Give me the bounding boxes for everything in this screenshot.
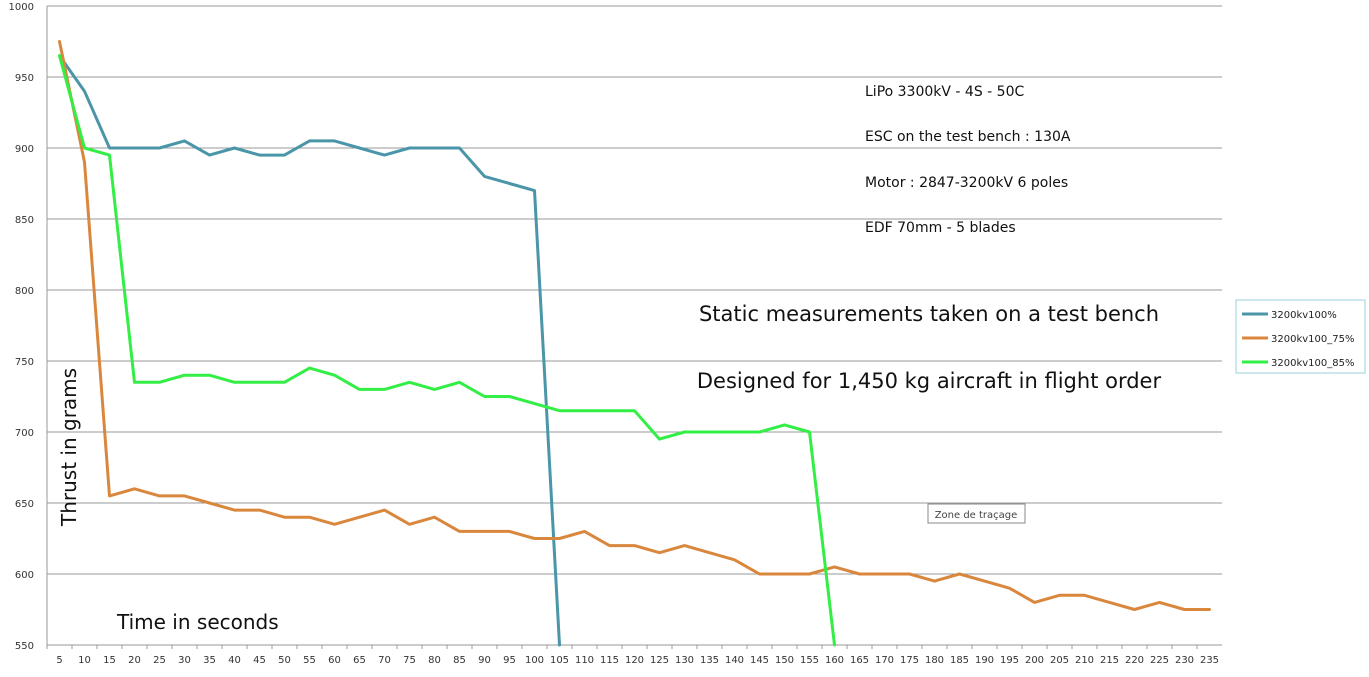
x-tick-label: 80	[428, 655, 441, 666]
y-tick-labels: 550 600 650 700 750 800 850 900 950 1000	[9, 2, 34, 652]
tooltip-box	[927, 503, 1026, 524]
gridlines	[46, 5, 1222, 649]
x-tick-label: 185	[950, 655, 969, 666]
x-tick-label: 15	[103, 655, 116, 666]
x-tick-label: 215	[1100, 655, 1119, 666]
legend-label: 3200kv100_85%	[1271, 358, 1354, 369]
x-tick-label: 150	[775, 655, 794, 666]
x-tick-label: 170	[875, 655, 894, 666]
x-tick-label: 50	[278, 655, 291, 666]
x-tick-label: 55	[303, 655, 316, 666]
x-tick-label: 125	[650, 655, 669, 666]
x-tick-label: 85	[453, 655, 466, 666]
y-tick-label: 700	[15, 428, 34, 439]
x-tick-label: 60	[328, 655, 341, 666]
x-tick-label: 195	[1000, 655, 1019, 666]
y-tick-label: 900	[15, 144, 34, 155]
x-tick-label: 30	[178, 655, 191, 666]
legend-label: 3200kv100%	[1271, 310, 1337, 321]
x-tick-label: 220	[1125, 655, 1144, 666]
x-tick-label: 160	[825, 655, 844, 666]
series-line-3200kv100-	[58, 54, 561, 647]
x-tick-label: 45	[253, 655, 266, 666]
x-tick-label: 130	[675, 655, 694, 666]
x-tick-label: 120	[625, 655, 644, 666]
y-tick-label: 800	[15, 286, 34, 297]
info-line: ESC on the test bench : 130A	[865, 129, 1071, 145]
info-line: LiPo 3300kV - 4S - 50C	[865, 84, 1024, 100]
series-lines	[58, 40, 1211, 647]
legend: 3200kv100% 3200kv100_75% 3200kv100_85%	[1235, 299, 1366, 374]
x-tick-label: 210	[1075, 655, 1094, 666]
x-tick-label: 115	[600, 655, 619, 666]
x-tick-label: 25	[153, 655, 166, 666]
y-tick-label: 750	[15, 357, 34, 368]
x-tick-label: 65	[353, 655, 366, 666]
x-tick-label: 175	[900, 655, 919, 666]
info-line: Motor : 2847-3200kV 6 poles	[865, 175, 1068, 191]
y-tick-label: 550	[15, 641, 34, 652]
x-tick-label: 135	[700, 655, 719, 666]
x-tick-label: 35	[203, 655, 216, 666]
x-tick-label: 140	[725, 655, 744, 666]
x-tick-label: 100	[525, 655, 544, 666]
tooltip-text: Zone de traçage	[935, 510, 1018, 521]
x-tick-labels: 5 10 15 20 25 30 35 40 45 50 55 60 65 70 75 80 85 90 95 100…	[56, 655, 1219, 666]
x-tick-label: 205	[1050, 655, 1069, 666]
x-tick-label: 70	[378, 655, 391, 666]
x-tick-label: 90	[478, 655, 491, 666]
x-tick-label: 155	[800, 655, 819, 666]
x-tick-label: 5	[56, 655, 62, 666]
x-tick-label: 200	[1025, 655, 1044, 666]
x-tick-label: 110	[575, 655, 594, 666]
y-tick-label: 1000	[9, 2, 34, 13]
x-tick-label: 105	[550, 655, 569, 666]
series-line-3200kv100-85-	[58, 54, 836, 647]
legend-label: 3200kv100_75%	[1271, 334, 1354, 345]
x-axis-label: Time in seconds	[116, 610, 279, 634]
series-line-3200kv100-75-	[58, 40, 1211, 611]
x-tick-label: 40	[228, 655, 241, 666]
y-tick-label: 950	[15, 73, 34, 84]
x-tick-label: 190	[975, 655, 994, 666]
plot-area-tooltip: Zone de traçage	[927, 503, 1026, 524]
y-tick-label: 850	[15, 215, 34, 226]
info-block: LiPo 3300kV - 4S - 50C ESC on the test b…	[865, 84, 1071, 236]
chart-subtitle: Designed for 1,450 kg aircraft in flight…	[697, 369, 1162, 393]
x-tick-label: 165	[850, 655, 869, 666]
x-tick-label: 95	[503, 655, 516, 666]
y-axis-label: Thrust in grams	[57, 368, 81, 527]
x-tick-label: 145	[750, 655, 769, 666]
x-tick-label: 20	[128, 655, 141, 666]
info-line: EDF 70mm - 5 blades	[865, 220, 1016, 236]
x-tick-label: 225	[1150, 655, 1169, 666]
x-tick-label: 235	[1200, 655, 1219, 666]
x-tick-label: 230	[1175, 655, 1194, 666]
x-tick-label: 75	[403, 655, 416, 666]
x-tick-label: 10	[78, 655, 91, 666]
x-tick-label: 180	[925, 655, 944, 666]
y-tick-label: 650	[15, 499, 34, 510]
chart-title: Static measurements taken on a test benc…	[699, 302, 1159, 326]
y-tick-label: 600	[15, 570, 34, 581]
